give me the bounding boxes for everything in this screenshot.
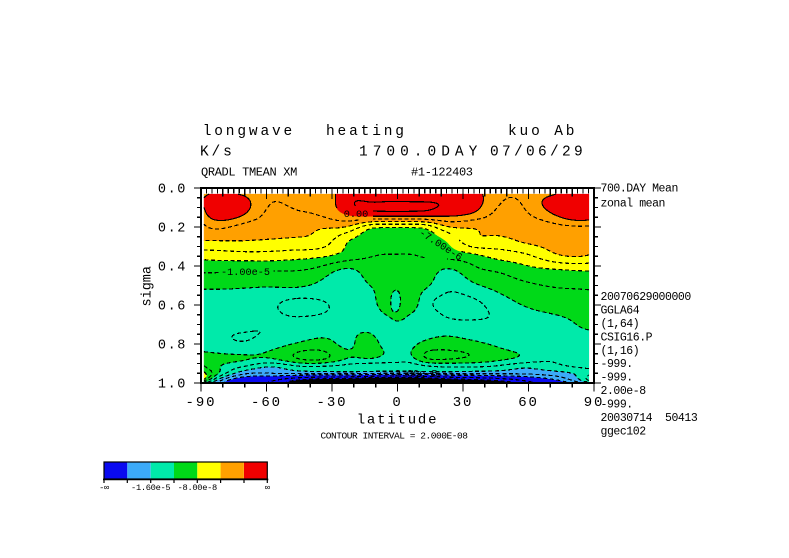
svg-text:2.00e-8: 2.00e-8	[601, 385, 647, 398]
svg-text:30: 30	[453, 395, 474, 411]
svg-text:CSIG16.P: CSIG16.P	[601, 331, 653, 344]
svg-text:20070629000000: 20070629000000	[601, 291, 692, 304]
svg-text:CONTOUR INTERVAL = 2.000E-08: CONTOUR INTERVAL = 2.000E-08	[320, 431, 468, 442]
svg-text:0.4: 0.4	[158, 261, 187, 276]
svg-text:heating: heating	[326, 124, 407, 140]
svg-text:90: 90	[584, 395, 605, 411]
svg-text:longwave: longwave	[203, 124, 295, 140]
svg-text:#1-122403: #1-122403	[411, 166, 473, 180]
svg-text:zonal mean: zonal mean	[601, 198, 666, 211]
svg-text:20030714 50413: 20030714 50413	[601, 412, 698, 425]
svg-text:∞: ∞	[265, 483, 270, 493]
svg-text:sigma: sigma	[141, 266, 156, 307]
svg-text:-2.00e-5: -2.00e-5	[389, 370, 438, 381]
svg-text:0: 0	[392, 395, 402, 411]
svg-text:0.2: 0.2	[158, 222, 187, 237]
svg-text:latitude: latitude	[357, 413, 439, 429]
svg-text:700.DAY Mean: 700.DAY Mean	[601, 183, 678, 196]
svg-text:-1.00e-5: -1.00e-5	[221, 268, 270, 279]
svg-text:0.6: 0.6	[158, 300, 187, 315]
svg-text:K/s: K/s	[200, 145, 235, 161]
svg-text:60: 60	[518, 395, 539, 411]
svg-text:-60: -60	[251, 395, 282, 411]
svg-text:-1.60e-5: -1.60e-5	[131, 483, 170, 493]
svg-text:-8.00e-8: -8.00e-8	[178, 483, 217, 493]
svg-text:-999.: -999.	[601, 372, 633, 385]
svg-text:0.8: 0.8	[158, 339, 187, 354]
svg-text:-999.: -999.	[601, 358, 633, 371]
svg-text:GGLA64: GGLA64	[601, 304, 640, 317]
svg-text:0.00: 0.00	[344, 210, 368, 221]
svg-text:-999.: -999.	[601, 399, 633, 412]
svg-text:kuo Ab: kuo Ab	[508, 124, 577, 140]
svg-text:0.0: 0.0	[158, 183, 187, 198]
svg-text:1700.0DAY: 1700.0DAY	[359, 145, 482, 161]
svg-text:ggec102: ggec102	[601, 426, 647, 439]
svg-text:-30: -30	[317, 395, 348, 411]
svg-text:(1,16): (1,16)	[601, 345, 640, 358]
svg-text:07/06/29: 07/06/29	[490, 145, 586, 161]
svg-text:QRADL TMEAN XM: QRADL TMEAN XM	[201, 166, 297, 180]
svg-text:1.0: 1.0	[158, 378, 187, 393]
svg-text:(1,64): (1,64)	[601, 318, 640, 331]
svg-text:-∞: -∞	[99, 483, 109, 493]
svg-text:-90: -90	[186, 395, 217, 411]
